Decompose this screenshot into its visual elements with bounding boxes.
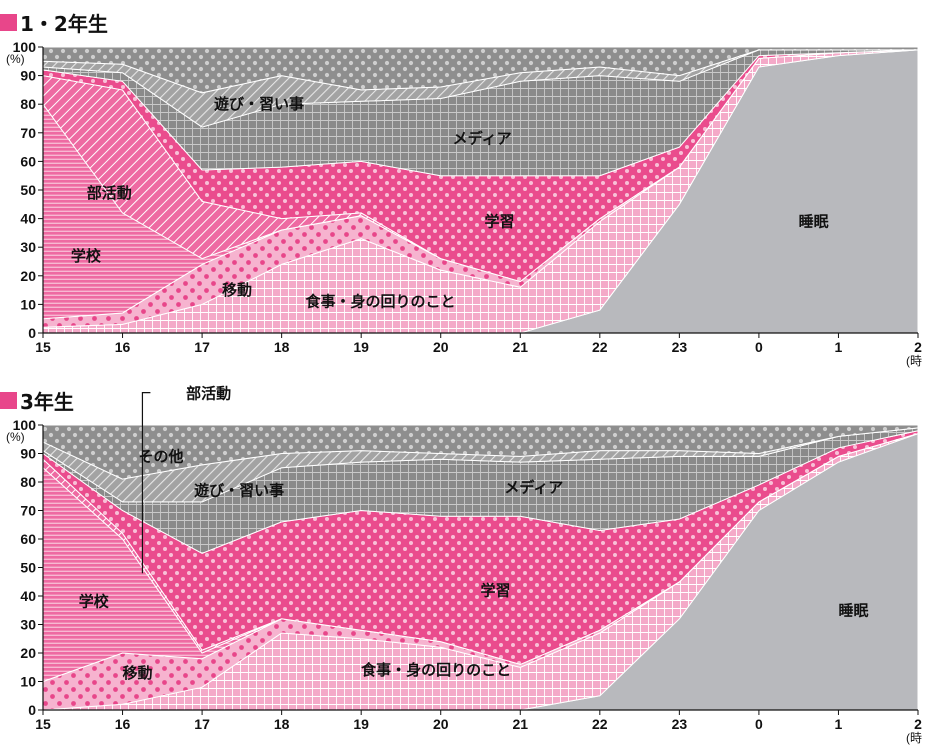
series-label: 移動 — [222, 281, 252, 299]
title-square-marker — [0, 392, 17, 409]
x-tick-label: 19 — [353, 716, 369, 732]
series-label: メディア — [504, 479, 563, 497]
y-tick-label: 0 — [28, 702, 36, 718]
x-tick-label: 16 — [115, 339, 131, 355]
x-tick-label: 2 — [914, 339, 922, 355]
series-label: 学習 — [484, 212, 514, 230]
panel-title-1: 1・2年生 — [0, 8, 108, 37]
y-tick-label: 80 — [20, 96, 36, 112]
x-unit-label: (時 — [906, 731, 922, 745]
y-tick-label: 70 — [20, 503, 36, 519]
panel-title-1-text: 1・2年生 — [20, 12, 108, 36]
x-tick-label: 22 — [592, 716, 608, 732]
x-tick-label: 17 — [194, 339, 210, 355]
x-tick-label: 23 — [672, 339, 688, 355]
y-tick-label: 50 — [20, 560, 36, 576]
area-series-8 — [42, 46, 919, 94]
series-label: その他 — [138, 447, 183, 465]
series-label: 学校 — [79, 593, 110, 611]
x-tick-label: 21 — [512, 339, 528, 355]
x-tick-label: 17 — [194, 716, 210, 732]
x-tick-label: 20 — [433, 339, 449, 355]
series-label: 部活動 — [186, 385, 231, 403]
series-label: 遊び・習い事 — [214, 95, 304, 113]
y-unit-label: (%) — [6, 52, 25, 66]
x-tick-label: 2 — [914, 716, 922, 732]
club-leader-line — [141, 392, 151, 574]
y-tick-label: 100 — [13, 39, 37, 55]
y-tick-label: 60 — [20, 531, 36, 547]
x-unit-label: (時 — [906, 354, 922, 368]
series-label: 部活動 — [87, 184, 132, 202]
y-tick-label: 60 — [20, 153, 36, 169]
series-label: 遊び・習い事 — [194, 482, 284, 500]
x-tick-label: 16 — [115, 716, 131, 732]
x-tick-label: 15 — [35, 716, 51, 732]
x-tick-label: 22 — [592, 339, 608, 355]
panel-title-2: 3年生 — [0, 386, 74, 415]
title-square-marker — [0, 14, 17, 31]
y-tick-label: 30 — [20, 239, 36, 255]
y-tick-label: 20 — [20, 645, 36, 661]
y-unit-label: (%) — [6, 430, 25, 444]
panel-title-2-text: 3年生 — [20, 390, 74, 414]
y-tick-label: 90 — [20, 68, 36, 84]
x-tick-label: 1 — [835, 716, 843, 732]
x-tick-label: 0 — [755, 716, 763, 732]
x-tick-label: 18 — [274, 716, 290, 732]
series-label: 食事・身の回りのこと — [361, 661, 511, 679]
area-series-8 — [42, 424, 919, 480]
y-tick-label: 40 — [20, 211, 36, 227]
x-tick-label: 23 — [672, 716, 688, 732]
y-tick-label: 10 — [20, 296, 36, 312]
x-tick-label: 18 — [274, 339, 290, 355]
series-label: 学習 — [481, 581, 511, 599]
series-label: 睡眠 — [838, 601, 868, 619]
x-tick-label: 20 — [433, 716, 449, 732]
y-tick-label: 40 — [20, 588, 36, 604]
y-tick-label: 0 — [28, 325, 36, 341]
x-tick-label: 21 — [512, 716, 528, 732]
y-tick-label: 90 — [20, 446, 36, 462]
y-tick-label: 70 — [20, 125, 36, 141]
series-label: 学校 — [71, 247, 102, 265]
x-tick-label: 15 — [35, 339, 51, 355]
y-tick-label: 20 — [20, 268, 36, 284]
y-tick-label: 100 — [13, 417, 37, 433]
series-label: 睡眠 — [799, 212, 829, 230]
x-tick-label: 1 — [835, 339, 843, 355]
series-label: 移動 — [123, 664, 153, 682]
y-tick-label: 10 — [20, 674, 36, 690]
y-tick-label: 80 — [20, 474, 36, 490]
y-tick-label: 30 — [20, 617, 36, 633]
x-tick-label: 19 — [353, 339, 369, 355]
x-tick-label: 0 — [755, 339, 763, 355]
y-tick-label: 50 — [20, 182, 36, 198]
series-label: メディア — [453, 130, 512, 148]
series-label: 食事・身の回りのこと — [306, 293, 456, 311]
